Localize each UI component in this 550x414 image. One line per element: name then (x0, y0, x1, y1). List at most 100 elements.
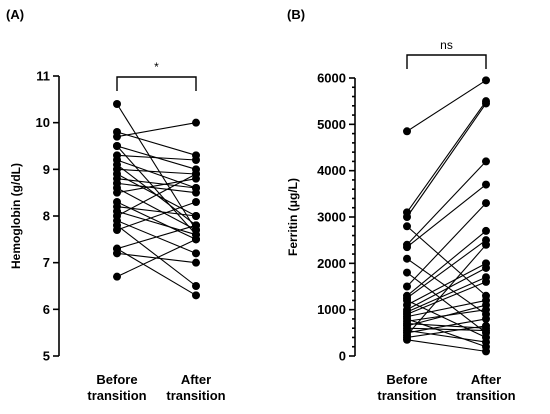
ferritin-panel: 0 1000 2000 3000 4000 5000 6000 Ferritin (μg/L)… (286, 38, 516, 403)
ferritin-before-point (403, 127, 411, 136)
ferritin-after-point (482, 76, 490, 85)
ferritin-pair-line (406, 239, 487, 299)
y-tick-label: 1000 (317, 302, 346, 317)
hgb-after-point (192, 170, 200, 178)
ferritin-before-point (403, 254, 411, 263)
ferritin-pair-line (406, 230, 487, 297)
ferritin-pair-line (406, 79, 487, 132)
ferritin-pair-line (406, 304, 487, 327)
hgb-pair-line (116, 210, 197, 236)
hgb-pair-line (116, 201, 197, 231)
hemoglobin-panel: 5 6 7 8 9 10 11 Hemoglobin (g/dL) * Before transit… (9, 60, 226, 403)
hgb-before-point (113, 132, 121, 141)
hgb-after-point (192, 282, 200, 290)
panel-label-a: (A) (6, 7, 24, 22)
hgb-before-point (113, 207, 121, 216)
ferritin-after-point (482, 157, 490, 166)
significance-label: * (154, 60, 159, 74)
hgb-before-point (113, 100, 121, 108)
hgb-pair-line (116, 173, 197, 217)
hgb-before-point (113, 174, 121, 183)
hgb-before-point (113, 188, 121, 197)
ferritin-before-point (403, 222, 411, 231)
hgb-pair-line (116, 154, 197, 161)
hgb-after-point (192, 249, 200, 258)
ferritin-after-point (482, 199, 490, 208)
ferritin-pair-line (406, 318, 487, 334)
y-tick-label: 0 (339, 349, 346, 364)
hgb-before-point (113, 272, 121, 281)
ferritin-after-point (482, 277, 490, 286)
ferritin-before-point (403, 335, 411, 344)
ferritin-before-point (403, 213, 411, 221)
y-tick-label: 5 (43, 349, 50, 364)
ferritin-after-point (482, 347, 490, 356)
ferritin-after-point (482, 301, 490, 310)
hgb-pair-line (116, 131, 197, 156)
significance-bracket (116, 76, 197, 91)
hgb-before-point (113, 249, 121, 258)
y-tick-label: 3000 (317, 210, 346, 225)
x-category-label: After transition (456, 372, 515, 403)
hgb-before-point (113, 226, 121, 234)
hgb-after-point (192, 258, 200, 267)
ferritin-pair-line (406, 202, 487, 287)
hgb-pair-line (116, 168, 197, 175)
ferritin-before-point (403, 268, 411, 277)
ferritin-after-point (482, 314, 490, 323)
y-tick-label: 8 (43, 209, 50, 224)
hgb-pair-line (116, 122, 197, 138)
ferritin-pair-line (406, 276, 487, 313)
ferritin-after-point (482, 321, 490, 330)
ferritin-pair-line (406, 272, 487, 334)
ferritin-after-point (482, 180, 490, 189)
y-tick-label: 5000 (317, 117, 346, 132)
y-tick-label: 11 (36, 69, 50, 84)
hgb-pair-line (116, 224, 197, 287)
x-category-label: Before transition (87, 372, 146, 403)
y-tick-label: 4000 (317, 163, 346, 178)
hgb-pair-line (116, 145, 197, 236)
ferritin-after-point (482, 226, 490, 235)
hgb-after-point (192, 230, 200, 239)
y-axis-title: Ferritin (μg/L) (286, 178, 300, 256)
hgb-after-point (192, 156, 200, 164)
y-tick-label: 9 (43, 162, 50, 177)
hgb-after-point (192, 184, 200, 192)
ferritin-pair-line (406, 339, 487, 352)
hgb-pair-line (116, 206, 197, 217)
ferritin-after-point (482, 240, 490, 249)
hgb-pair-line (116, 178, 197, 189)
ferritin-after-point (482, 263, 490, 272)
y-axis-title: Hemoglobin (g/dL) (9, 163, 23, 269)
ferritin-pair-line (406, 299, 487, 318)
ferritin-pair-line (406, 244, 487, 336)
significance-label: ns (440, 38, 453, 52)
ferritin-pair-line (406, 225, 487, 297)
panel-label-b: (B) (287, 7, 305, 22)
hgb-pair-line (116, 182, 197, 194)
y-tick-label: 10 (36, 115, 50, 130)
ferritin-pair-line (406, 258, 487, 315)
y-tick-label: 6000 (317, 71, 346, 86)
hgb-pair-line (116, 248, 197, 296)
ferritin-pair-line (406, 100, 487, 213)
y-tick-label: 6 (43, 302, 50, 317)
ferritin-pair-line (406, 318, 487, 348)
hgb-after-point (192, 221, 200, 230)
ferritin-pair-line (406, 327, 487, 332)
hgb-after-point (192, 212, 200, 220)
hgb-pair-line (116, 187, 197, 231)
ferritin-pair-line (406, 329, 487, 343)
hgb-pair-line (116, 224, 197, 250)
ferritin-after-point (482, 99, 490, 108)
ferritin-pair-line (406, 161, 487, 246)
hgb-pair-line (116, 238, 197, 278)
x-category-label: Before transition (377, 372, 436, 403)
hgb-before-point (113, 142, 121, 150)
significance-bracket (406, 54, 487, 69)
ferritin-pair-line (406, 262, 487, 306)
ferritin-pair-line (406, 281, 487, 315)
ferritin-after-point (482, 338, 490, 347)
